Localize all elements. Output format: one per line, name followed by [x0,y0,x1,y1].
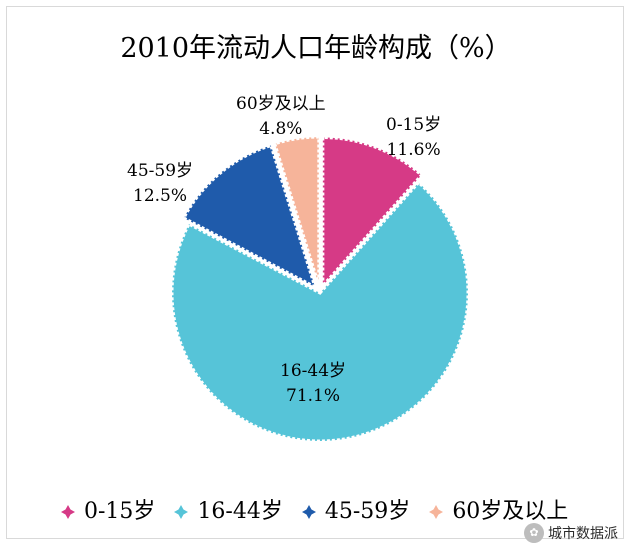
watermark-text: 城市数据派 [548,526,618,542]
legend-item-60-plus: 60岁及以上 [428,493,568,525]
legend-marker [428,501,444,519]
legend-item-0-15: 0-15岁 [60,493,155,525]
slice-label-category: 0-15岁 [386,115,442,135]
slice-45-59 [181,143,318,290]
legend: 0-15岁 16-44岁 45-59岁 60岁及以上 [60,492,600,526]
slice-label-category: 60岁及以上 [236,94,326,114]
legend-label: 60岁及以上 [452,499,569,524]
legend-marker [60,501,76,519]
slice-label-60-plus: 60岁及以上 4.8% [236,92,326,142]
legend-label: 0-15岁 [84,499,156,524]
slice-label-category: 45-59岁 [127,161,194,181]
legend-marker [301,501,317,519]
legend-label: 16-44岁 [197,499,283,524]
slice-0-15 [321,136,424,290]
slice-label-16-44: 16-44岁 71.1% [280,359,346,409]
slice-label-value: 12.5% [133,186,188,206]
slice-label-45-59: 45-59岁 12.5% [127,159,193,209]
legend-item-45-59: 45-59岁 [301,493,410,525]
slice-60-plus [272,135,321,286]
slice-label-value: 4.8% [259,119,303,139]
legend-item-16-44: 16-44岁 [173,493,283,525]
slice-label-0-15: 0-15岁 11.6% [386,113,441,163]
slice-label-value: 71.1% [286,386,341,406]
chart-title: 2010年流动人口年龄构成（%） [120,33,512,64]
wechat-icon: ✿ [524,523,544,543]
legend-label: 45-59岁 [324,499,411,524]
slice-16-44 [170,180,470,443]
legend-marker [173,501,189,519]
slice-label-value: 11.6% [386,140,441,160]
slice-label-category: 16-44岁 [280,361,347,381]
chart-border [6,6,624,539]
watermark: ✿ 城市数据派 [524,523,618,543]
